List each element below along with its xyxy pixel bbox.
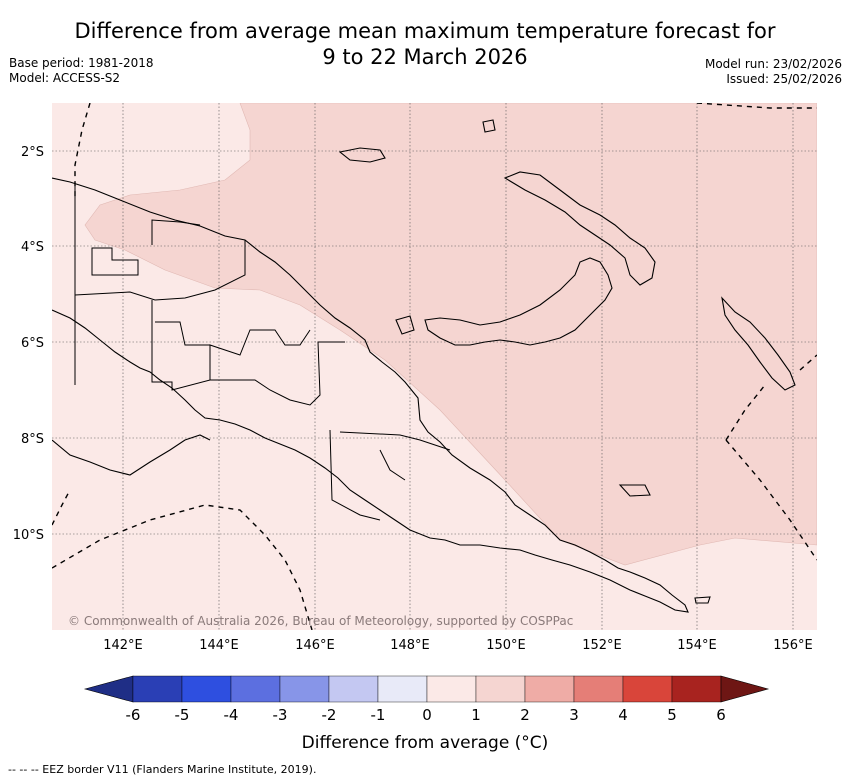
provincial-borders (74, 182, 451, 521)
colorbar-max-extension (720, 675, 770, 703)
colorbar-tick-label: 4 (618, 706, 628, 724)
manus-island (338, 147, 386, 163)
latitude-labels: 2°S 4°S 6°S 8°S 10°S (13, 145, 44, 543)
colorbar-swatch (671, 675, 722, 703)
new-britain-island (424, 257, 613, 346)
colorbar-tick-label: -4 (224, 706, 239, 724)
small-island-2 (395, 315, 415, 335)
colorbar-tick-label: 6 (716, 706, 726, 724)
meta-right: Model run: 23/02/2026 Issued: 25/02/2026 (705, 57, 842, 87)
lon-label: 144°E (199, 638, 239, 653)
colorbar-swatch (230, 675, 281, 703)
lat-label: 6°S (21, 336, 44, 351)
lon-label: 156°E (773, 638, 813, 653)
anomaly-zone-high (84, 103, 817, 566)
lon-label: 148°E (390, 638, 430, 653)
colorbar-tick-label: -5 (175, 706, 190, 724)
colorbar-tick-label: -3 (273, 706, 288, 724)
colorbar: -6 -5 -4 -3 -2 -1 0 1 2 3 4 5 6 (83, 675, 770, 724)
bougainville-island (721, 296, 796, 391)
colorbar-swatch (279, 675, 330, 703)
colorbar-tick-label: 0 (422, 706, 432, 724)
lat-label: 8°S (21, 432, 44, 447)
colorbar-swatches (83, 675, 770, 703)
eez-footnote: -- -- -- EEZ border V11 (Flanders Marine… (8, 763, 317, 776)
colorbar-swatch (573, 675, 624, 703)
coastlines (52, 119, 796, 613)
colorbar-tick-label: -6 (126, 706, 141, 724)
colorbar-swatch (475, 675, 526, 703)
lon-label: 154°E (677, 638, 717, 653)
colorbar-label: Difference from average (°C) (301, 733, 549, 753)
eez-border (52, 103, 817, 630)
colorbar-swatch (328, 675, 379, 703)
colorbar-swatch (622, 675, 673, 703)
new-guinea-coast (52, 177, 689, 613)
lon-label: 150°E (486, 638, 526, 653)
colorbar-swatch (132, 675, 183, 703)
longitude-labels: 142°E 144°E 146°E 148°E 150°E 152°E 154°… (103, 638, 813, 653)
title-line-1: Difference from average mean maximum tem… (74, 19, 776, 43)
model-run-text: Model run: 23/02/2026 (704, 57, 842, 71)
lon-label: 152°E (582, 638, 622, 653)
colorbar-tick-label: -1 (371, 706, 386, 724)
colorbar-swatch (426, 675, 477, 703)
issued-text: Issued: 25/02/2026 (726, 72, 842, 86)
colorbar-tick-labels: -6 -5 -4 -3 -2 -1 0 1 2 3 4 5 6 (126, 706, 726, 724)
colorbar-tick-label: 1 (471, 706, 481, 724)
base-period-text: Base period: 1981-2018 (9, 56, 154, 70)
lat-label: 2°S (21, 145, 44, 160)
lon-label: 146°E (295, 638, 335, 653)
lon-label: 142°E (103, 638, 143, 653)
forecast-map: 2°S 4°S 6°S 8°S 10°S 142°E 144°E 146°E 1… (13, 103, 817, 653)
gulf-coast (52, 434, 211, 476)
meta-left: Base period: 1981-2018 Model: ACCESS-S2 (9, 56, 154, 86)
colorbar-min-extension (83, 675, 134, 703)
colorbar-tick-label: 2 (520, 706, 530, 724)
lat-label: 10°S (13, 528, 44, 543)
model-text: Model: ACCESS-S2 (9, 71, 121, 85)
chart-title: Difference from average mean maximum tem… (0, 18, 850, 70)
small-island-4 (694, 596, 711, 604)
colorbar-swatch (377, 675, 428, 703)
title-line-2: 9 to 22 March 2026 (322, 45, 528, 69)
copyright-text: © Commonwealth of Australia 2026, Bureau… (68, 614, 574, 628)
colorbar-swatch (181, 675, 232, 703)
colorbar-tick-label: 5 (667, 706, 677, 724)
small-island-3 (618, 484, 651, 497)
colorbar-tick-label: -2 (322, 706, 337, 724)
lat-label: 4°S (21, 240, 44, 255)
colorbar-tick-label: 3 (569, 706, 579, 724)
colorbar-swatch (524, 675, 575, 703)
small-island-1 (482, 119, 496, 133)
new-ireland-island (503, 171, 656, 286)
